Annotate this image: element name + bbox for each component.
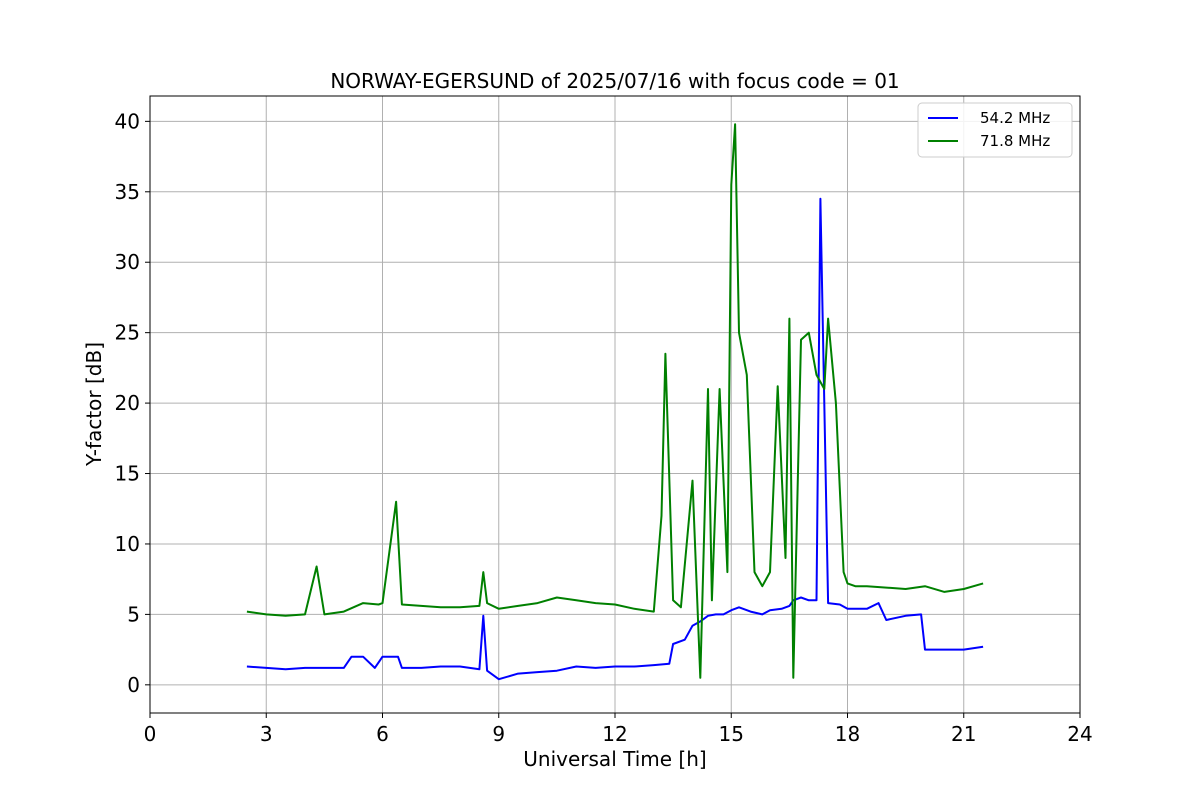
- axis-ticks: 0 3 6 9 12 15 18 21 24 0 5 10 15 20 25 30 35 40: [115, 109, 1093, 746]
- legend: 54.2 MHz 71.8 MHz: [917, 102, 1073, 158]
- y-tick-label: 25: [115, 321, 140, 345]
- x-tick-label: 9: [492, 722, 505, 746]
- legend-label-series-1: 54.2 MHz: [980, 109, 1050, 127]
- y-tick-label: 35: [115, 180, 140, 204]
- y-tick-label: 0: [127, 673, 140, 697]
- y-tick-label: 40: [115, 109, 140, 133]
- legend-box: [917, 102, 1073, 158]
- x-tick-label: 6: [376, 722, 389, 746]
- x-tick-label: 24: [1067, 722, 1092, 746]
- y-tick-label: 5: [127, 602, 140, 626]
- y-tick-label: 10: [115, 532, 140, 556]
- chart-title: NORWAY-EGERSUND of 2025/07/16 with focus…: [330, 69, 899, 93]
- x-tick-label: 18: [835, 722, 860, 746]
- series-layer: [246, 123, 984, 681]
- series-line-1: [246, 197, 984, 681]
- x-tick-label: 3: [260, 722, 273, 746]
- x-tick-label: 12: [602, 722, 627, 746]
- x-tick-label: 21: [951, 722, 976, 746]
- x-tick-label: 15: [719, 722, 744, 746]
- series-line-2: [246, 123, 984, 679]
- y-tick-label: 30: [115, 250, 140, 274]
- x-axis-label: Universal Time [h]: [523, 747, 706, 771]
- y-axis-label: Y-factor [dB]: [82, 342, 106, 467]
- y-tick-label: 15: [115, 462, 140, 486]
- x-tick-label: 0: [144, 722, 157, 746]
- legend-label-series-2: 71.8 MHz: [980, 132, 1050, 150]
- y-tick-label: 20: [115, 391, 140, 415]
